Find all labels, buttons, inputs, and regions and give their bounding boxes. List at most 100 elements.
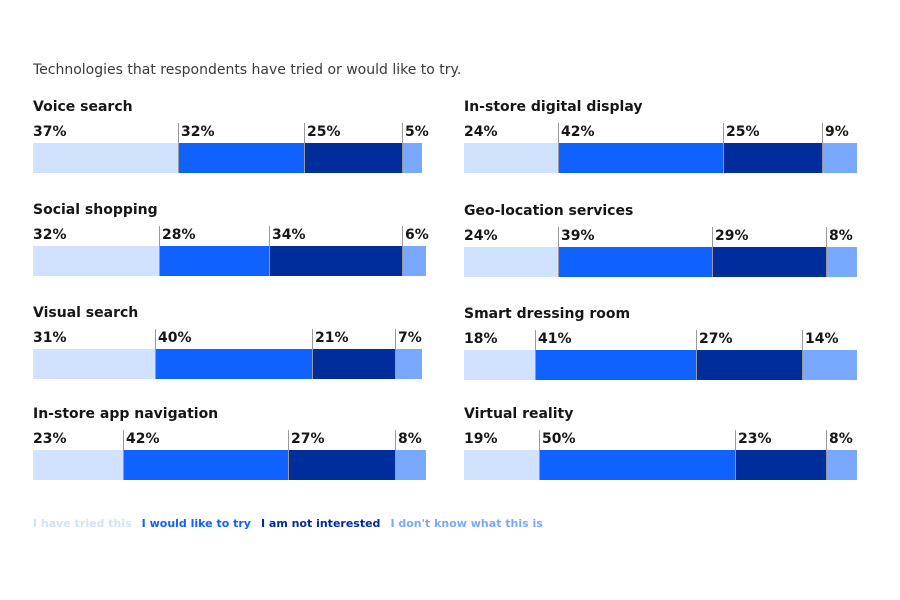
value-label: 42% — [561, 124, 595, 140]
value-label: 23% — [738, 431, 772, 447]
bar-segment — [558, 247, 712, 277]
category-label: Geo-location services — [464, 203, 634, 219]
value-label: 21% — [315, 330, 349, 346]
chart-subtitle: Technologies that respondents have tried… — [33, 62, 462, 78]
chart-legend: I have tried this I would like to try I am… — [33, 517, 543, 530]
bar-segment — [735, 450, 826, 480]
bar-segment — [801, 350, 857, 380]
value-label: 29% — [715, 228, 749, 244]
bar-panel: Geo-location services 24% 39% 29% 8% — [464, 203, 857, 303]
segment-divider — [696, 330, 697, 350]
category-label: Voice search — [33, 99, 133, 115]
segment-divider — [723, 123, 724, 143]
value-label: 25% — [307, 124, 341, 140]
value-label: 25% — [726, 124, 760, 140]
bar-segment — [268, 246, 403, 276]
value-label: 37% — [33, 124, 67, 140]
category-label: Virtual reality — [464, 406, 574, 422]
bar-segment — [534, 350, 696, 380]
stacked-bar — [33, 349, 426, 379]
value-label: 5% — [405, 124, 429, 140]
value-label: 6% — [405, 227, 429, 243]
segment-divider — [402, 123, 403, 143]
segment-divider — [304, 123, 305, 143]
bar-segment — [464, 450, 539, 480]
value-label: 31% — [33, 330, 67, 346]
stacked-bar — [464, 143, 857, 173]
bar-segment — [402, 246, 426, 276]
bar-segment — [288, 450, 395, 480]
stacked-bar — [464, 450, 857, 480]
bar-segment — [33, 143, 179, 173]
category-label: Smart dressing room — [464, 306, 631, 322]
value-label: 14% — [805, 331, 839, 347]
bar-segment — [178, 143, 305, 173]
segment-divider — [395, 430, 396, 450]
segment-divider — [535, 330, 536, 350]
legend-item: I don't know what this is — [390, 517, 543, 530]
bar-panel: Voice search 37% 32% 25% 5% — [33, 99, 429, 199]
bar-panel: In-store digital display 24% 42% 25% 9% — [464, 99, 857, 199]
bar-segment — [825, 247, 857, 277]
value-label: 7% — [398, 330, 422, 346]
bar-segment — [558, 143, 724, 173]
stacked-bar — [33, 246, 426, 276]
bar-segment — [304, 143, 403, 173]
value-label: 8% — [398, 431, 422, 447]
bar-segment — [394, 450, 426, 480]
bar-panel: Virtual reality 19% 50% 23% 8% — [464, 406, 857, 506]
category-label: Social shopping — [33, 202, 158, 218]
value-label: 8% — [829, 431, 853, 447]
bar-segment — [695, 350, 802, 380]
bar-segment — [33, 246, 159, 276]
stacked-bar — [33, 143, 426, 173]
segment-divider — [269, 226, 270, 246]
bar-panel: In-store app navigation 23% 42% 27% 8% — [33, 406, 426, 506]
bar-segment — [402, 143, 423, 173]
segment-divider — [826, 227, 827, 247]
bar-segment — [394, 349, 423, 379]
legend-item: I am not interested — [260, 517, 381, 530]
legend-item: I have tried this — [33, 517, 132, 530]
value-label: 39% — [561, 228, 595, 244]
bar-panel: Smart dressing room 18% 41% 27% 14% — [464, 306, 857, 406]
segment-divider — [288, 430, 289, 450]
bar-segment — [825, 450, 857, 480]
value-label: 50% — [542, 431, 576, 447]
stacked-bar — [464, 247, 857, 277]
bar-segment — [464, 143, 559, 173]
bar-segment — [464, 247, 559, 277]
bar-segment — [123, 450, 289, 480]
value-label: 19% — [464, 431, 498, 447]
segment-divider — [558, 227, 559, 247]
segment-divider — [395, 329, 396, 349]
segment-divider — [802, 330, 803, 350]
segment-divider — [312, 329, 313, 349]
segment-divider — [123, 430, 124, 450]
segment-divider — [155, 329, 156, 349]
bar-segment — [158, 246, 269, 276]
bar-panel: Social shopping 32% 28% 34% 6% — [33, 202, 429, 302]
bar-segment — [711, 247, 826, 277]
segment-divider — [712, 227, 713, 247]
bar-segment — [464, 350, 535, 380]
bar-segment — [33, 349, 155, 379]
value-label: 24% — [464, 228, 498, 244]
value-label: 9% — [825, 124, 849, 140]
category-label: In-store digital display — [464, 99, 643, 115]
value-label: 32% — [33, 227, 67, 243]
category-label: In-store app navigation — [33, 406, 219, 422]
value-label: 27% — [699, 331, 733, 347]
value-label: 42% — [126, 431, 160, 447]
value-label: 8% — [829, 228, 853, 244]
bar-segment — [154, 349, 313, 379]
bar-segment — [312, 349, 395, 379]
segment-divider — [558, 123, 559, 143]
segment-divider — [539, 430, 540, 450]
bar-panel: Visual search 31% 40% 21% 7% — [33, 305, 426, 405]
value-label: 40% — [158, 330, 192, 346]
segment-divider — [159, 226, 160, 246]
value-label: 34% — [272, 227, 306, 243]
value-label: 24% — [464, 124, 498, 140]
value-label: 28% — [162, 227, 196, 243]
